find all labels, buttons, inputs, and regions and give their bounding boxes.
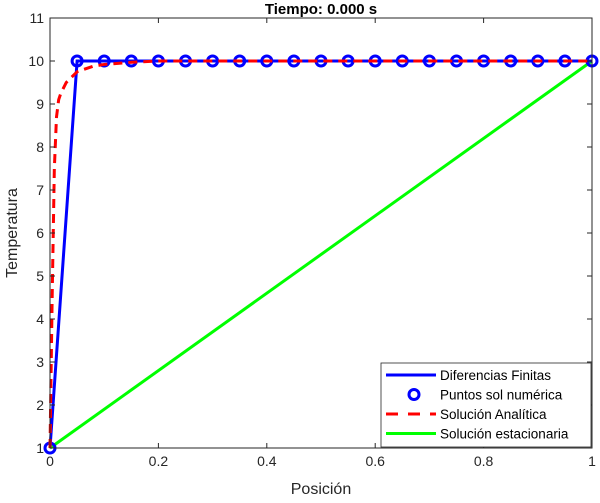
y-tick-label: 6 [36,225,44,241]
legend: Diferencias Finitas Puntos sol numérica So… [380,362,592,448]
data-point-puntos-sol-numerica [395,54,409,68]
legend-label: Puntos sol numérica [440,388,563,403]
legend-label: Solución estacionaria [440,427,569,442]
y-tick-label: 2 [36,397,44,413]
data-point-puntos-sol-numerica [97,54,111,68]
y-tick-label: 5 [36,268,44,284]
y-tick-label: 1 [36,440,44,456]
x-tick-label: 1 [588,453,596,469]
y-tick-label: 10 [28,53,44,69]
y-axis-label: Temperatura [4,188,21,278]
series-line-solucion-analitica [48,59,592,449]
x-tick-label: 0.6 [365,453,385,469]
x-axis-label: Posición [291,481,351,498]
y-tick-label: 7 [36,182,44,198]
y-tick-label: 4 [36,311,44,327]
y-tick-label: 9 [36,96,44,112]
chart-title: Tiempo: 0.000 s [265,1,377,18]
x-tick-label: 0.8 [474,453,494,469]
y-tick-label: 11 [29,10,44,26]
legend-label: Diferencias Finitas [440,368,551,383]
data-point-puntos-sol-numerica [531,54,545,68]
series-line-diferencias-finitas [48,59,592,449]
legend-label: Solución Analítica [440,407,547,422]
x-tick-label: 0.2 [149,453,169,469]
data-point-puntos-sol-numerica [70,54,84,68]
y-tick-label: 3 [36,354,44,370]
x-tick-label: 0 [46,453,54,469]
legend-marker [407,388,421,401]
x-tick-label: 0.4 [257,453,277,469]
y-tick-label: 8 [36,139,44,155]
series-line-solucion-estacionaria [49,59,593,450]
